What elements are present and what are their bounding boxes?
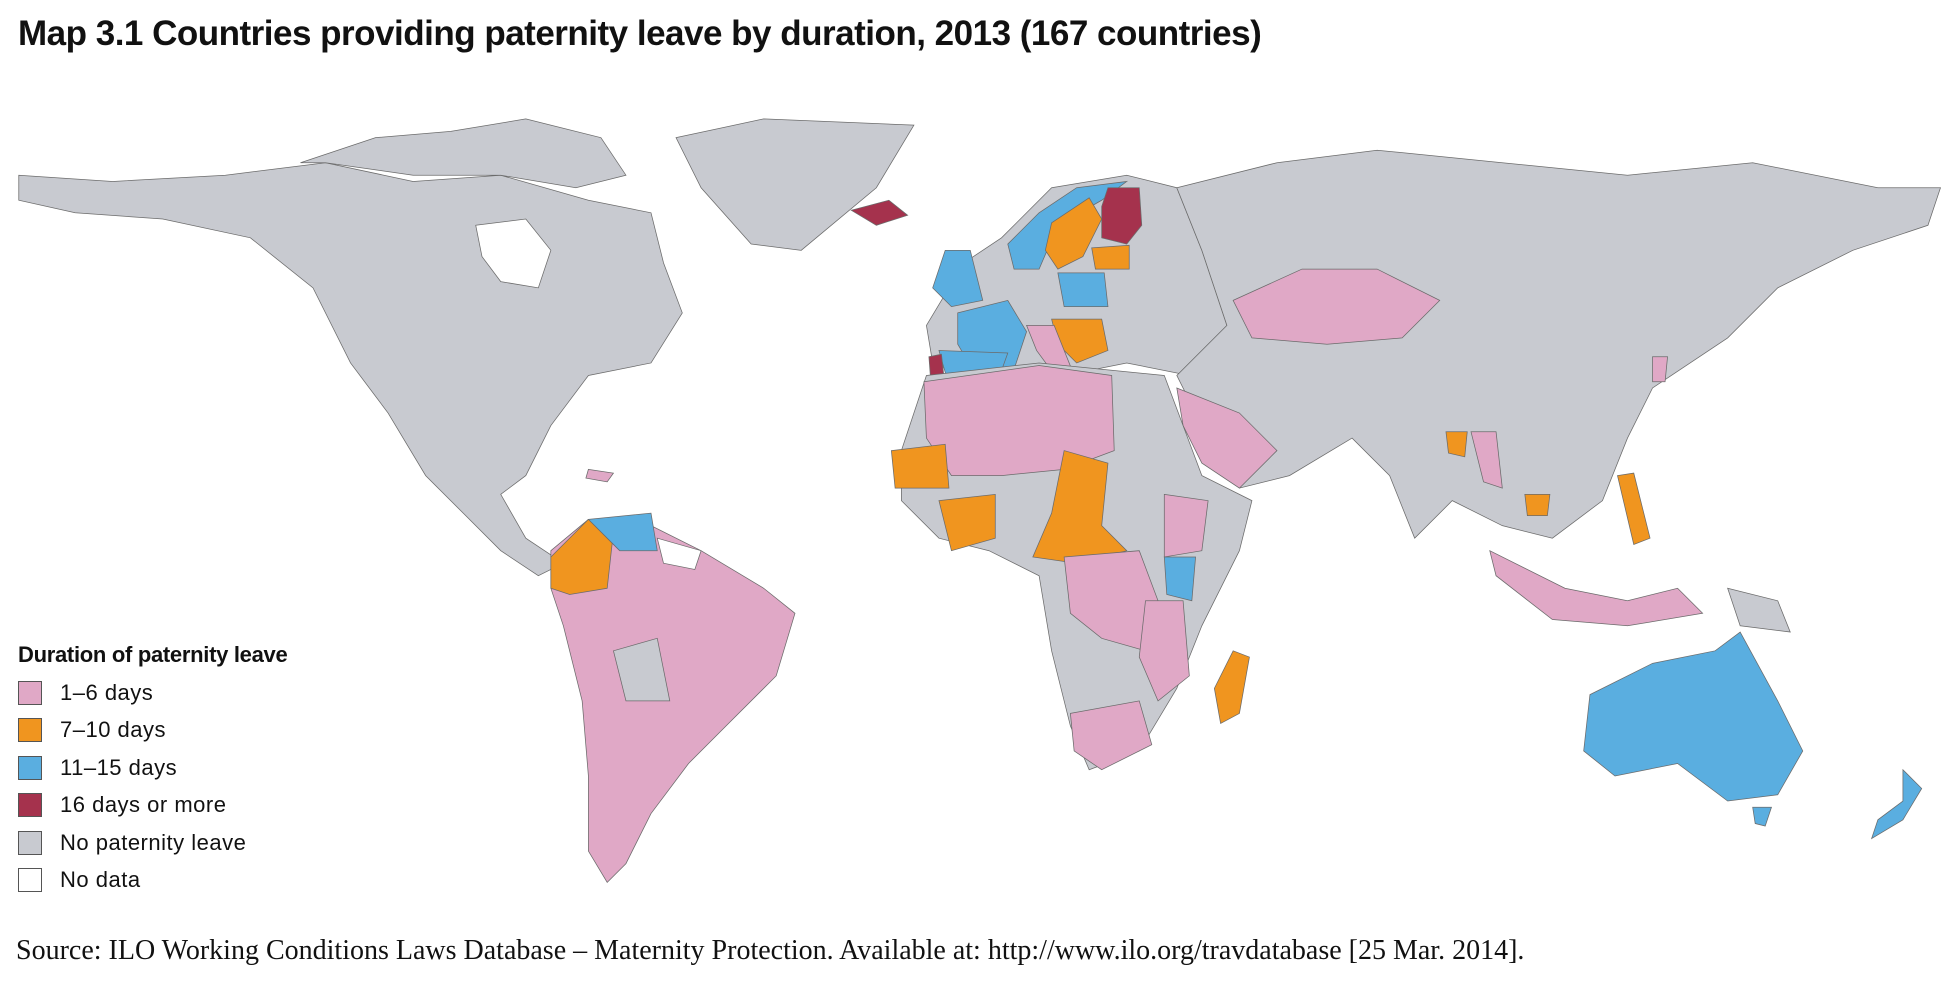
- legend-title: Duration of paternity leave: [18, 642, 288, 667]
- legend-label: 7–10 days: [60, 717, 167, 743]
- region-madagascar: [1213, 650, 1250, 724]
- region-myanmar: [1470, 431, 1503, 489]
- source-note: Source: ILO Working Conditions Laws Data…: [16, 935, 1525, 966]
- legend-swatch: [18, 718, 42, 743]
- region-sweden: [1044, 197, 1103, 270]
- region-norway: [1007, 180, 1129, 270]
- region-tasmania: [1752, 806, 1772, 827]
- legend-item: 11–15 days: [18, 749, 287, 787]
- legend-label: 1–6 days: [60, 679, 154, 705]
- map-title: Map 3.1 Countries providing paternity le…: [18, 14, 1262, 53]
- legend-label: 11–15 days: [60, 754, 178, 780]
- region-uk: [932, 249, 984, 308]
- region-east-southern: [1138, 600, 1190, 702]
- legend-swatch: [18, 868, 42, 893]
- region-bangladesh: [1445, 431, 1468, 458]
- region-cambodia: [1524, 494, 1551, 517]
- region-bolivia: [612, 637, 671, 702]
- region-philippines: [1617, 472, 1651, 545]
- region-korea: [1652, 356, 1668, 383]
- region-south-america: [550, 519, 796, 883]
- region-kazakhstan: [1232, 268, 1441, 345]
- region-asia: [1176, 149, 1942, 539]
- region-venezuela: [587, 512, 658, 552]
- legend-label: No data: [60, 867, 141, 893]
- region-new-zealand: [1870, 768, 1923, 840]
- region-poland: [1057, 272, 1109, 308]
- region-guianas: [656, 537, 702, 570]
- region-ethiopia: [1163, 493, 1209, 558]
- legend-item: 1–6 days: [18, 674, 287, 712]
- legend-item: 16 days or more: [18, 787, 287, 825]
- region-indonesia: [1489, 549, 1704, 627]
- legend-item: No paternity leave: [18, 824, 287, 862]
- region-north-america: [18, 162, 683, 577]
- legend-swatch: [18, 830, 42, 855]
- region-caribbean: [585, 468, 615, 483]
- legend-swatch: [18, 680, 42, 705]
- legend-swatch: [18, 755, 42, 780]
- region-west-africa: [938, 493, 996, 552]
- region-iceland: [850, 199, 909, 226]
- legend-item: 7–10 days: [18, 712, 287, 750]
- region-mauritania: [890, 443, 950, 489]
- region-png: [1727, 587, 1791, 633]
- legend-swatch: [18, 793, 42, 818]
- region-finland: [1101, 187, 1143, 245]
- region-south-africa: [1069, 700, 1153, 771]
- region-greenland: [675, 118, 915, 251]
- region-baltics: [1091, 244, 1130, 270]
- legend-item: No data: [18, 862, 287, 900]
- region-kenya: [1163, 556, 1196, 602]
- legend-label: 16 days or more: [60, 792, 227, 818]
- legend: Duration of paternity leave 1–6 days 7–1…: [18, 642, 288, 900]
- region-australia: [1583, 631, 1804, 802]
- region-arctic-islands: [300, 118, 627, 189]
- region-hudson-bay: [475, 218, 552, 289]
- legend-label: No paternity leave: [60, 829, 247, 855]
